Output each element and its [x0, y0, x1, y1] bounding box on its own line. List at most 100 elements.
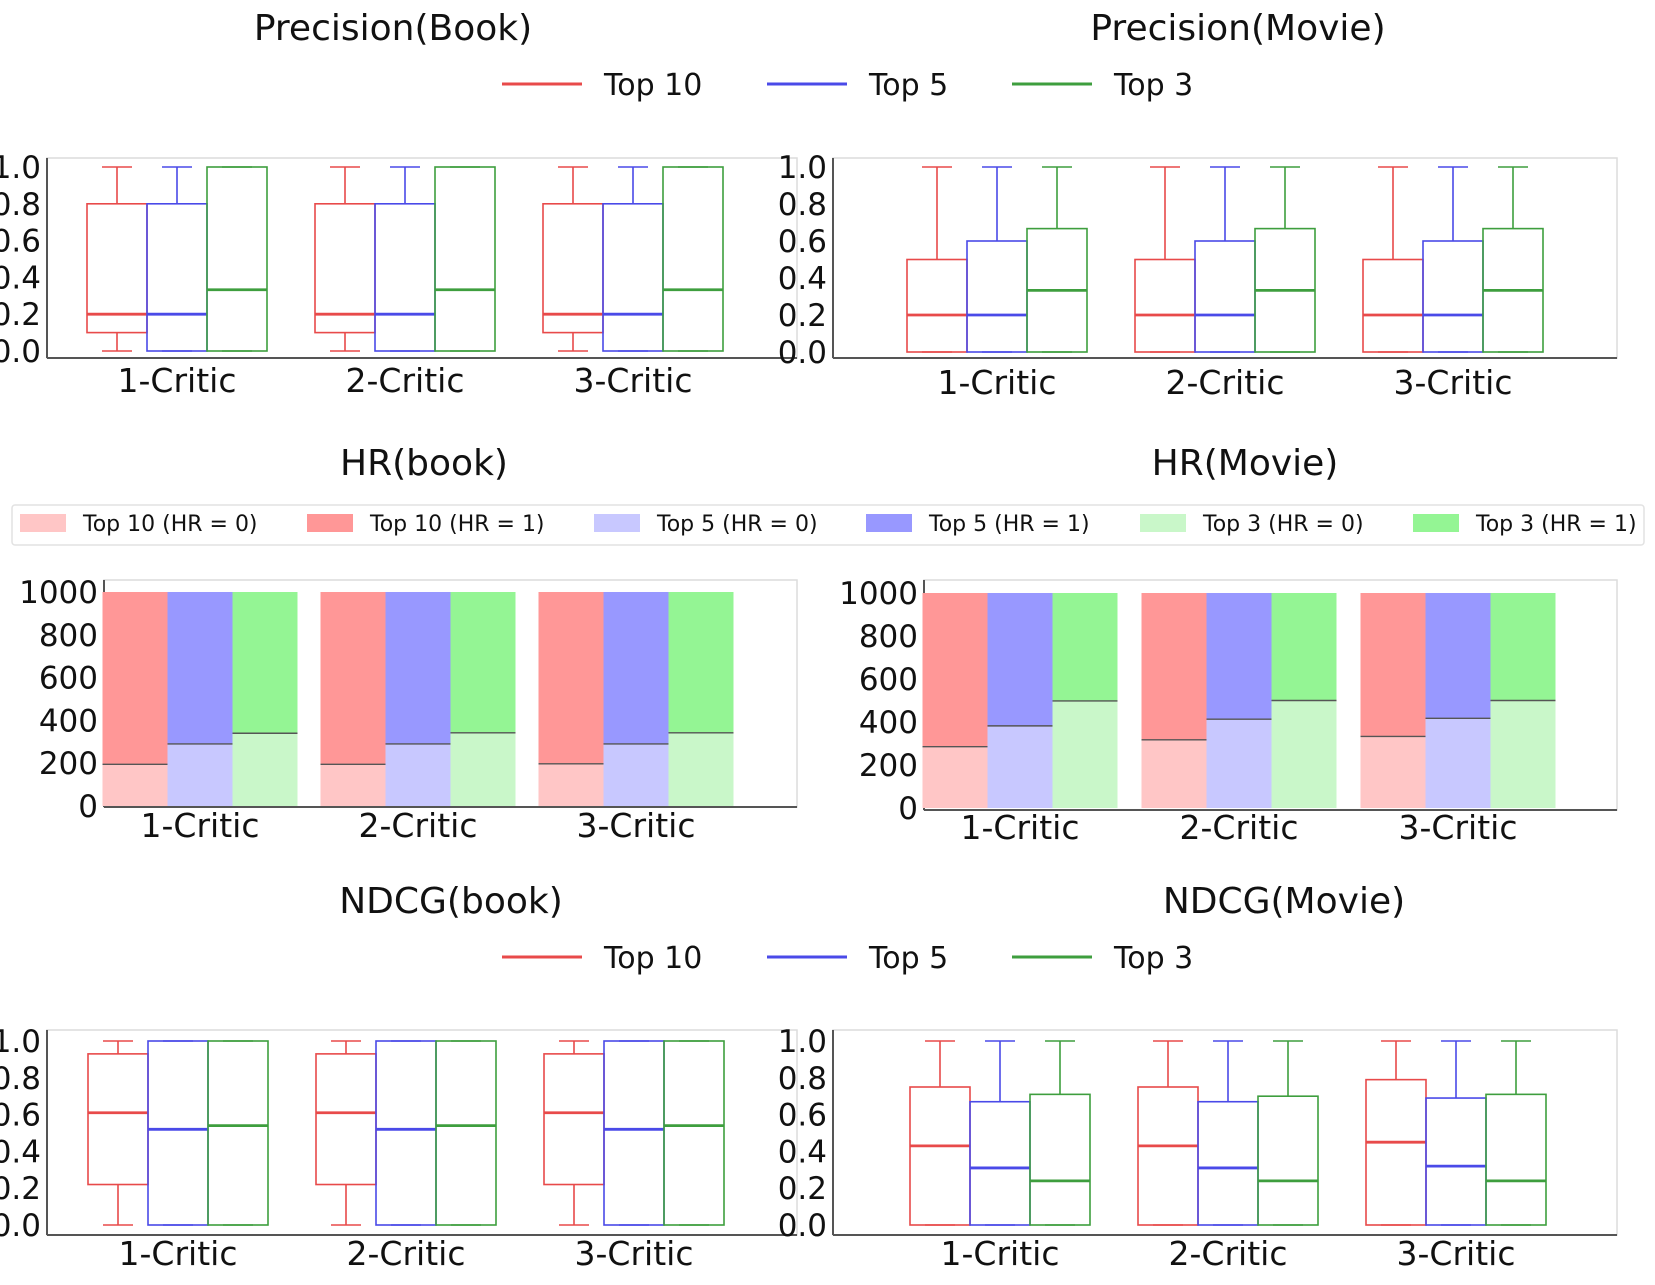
precision-movie-top10-box — [906, 166, 968, 353]
ndcg-movie-ytick-label: 1.0 — [778, 1024, 827, 1060]
ndcg-book-top5-box — [603, 1040, 665, 1226]
hr-movie-category-label: 3-Critic — [1399, 808, 1518, 847]
hr-book-top3-bar-hr0 — [450, 732, 516, 806]
legend-hr-label-top10-hr1: Top 10 (HR = 1) — [369, 512, 545, 537]
ndcg-movie-category-label: 2-Critic — [1169, 1234, 1288, 1273]
precision-movie-category-label: 2-Critic — [1166, 363, 1285, 402]
hr-movie-top10-bar-hr0 — [1141, 739, 1207, 808]
hr-book-top10-bar-hr1 — [102, 592, 168, 765]
ndcg-movie-top5-box-iqr — [1425, 1097, 1487, 1226]
legend-hr: Top 10 (HR = 0) Top 10 (HR = 1) Top 5 (H… — [11, 504, 1645, 546]
hr-book-top10-bar-hr1 — [320, 592, 386, 765]
ndcg-movie-top10-box-iqr — [909, 1086, 971, 1226]
ndcg-movie-top5-box — [1197, 1040, 1259, 1226]
precision-book-ytick-label: 0.2 — [0, 297, 41, 333]
ndcg-book-ytick-label: 0.0 — [0, 1208, 41, 1244]
ndcg-book-category-label: 3-Critic — [575, 1234, 694, 1273]
precision-movie-top3-box — [1254, 166, 1316, 353]
hr-movie-top5-bar-hr0 — [987, 725, 1053, 808]
hr-book-category-label: 1-Critic — [141, 806, 260, 845]
precision-movie-top10-box-iqr — [906, 258, 968, 353]
precision-movie-top3-box — [1026, 166, 1088, 353]
legend-hr-label-top3-hr0: Top 3 (HR = 0) — [1202, 512, 1364, 537]
precision-movie-top10-box — [1362, 166, 1424, 353]
legend-hr-label-top5-hr0: Top 5 (HR = 0) — [656, 512, 818, 537]
hr-book-ytick-label: 800 — [39, 618, 98, 654]
legend-bottom-label-top5: Top 5 — [868, 941, 948, 976]
hr-book-ytick-label: 400 — [39, 703, 98, 739]
hr-movie-ytick-label: 200 — [859, 748, 918, 784]
ndcg-book-top5-box-iqr — [147, 1040, 209, 1226]
hr-book-top10-bar-hr0 — [102, 764, 168, 806]
precision-book-category-label: 3-Critic — [574, 361, 693, 400]
precision-book-frame — [46, 157, 798, 359]
ndcg-movie-top5-box-iqr — [1197, 1100, 1259, 1226]
hr-book-top5-bar-hr0 — [385, 743, 451, 806]
legend-hr-swatch-top3-hr0 — [1140, 514, 1186, 532]
ndcg-movie-ytick-label: 0.0 — [778, 1208, 827, 1244]
hr-movie-top5-bar-hr1 — [1425, 593, 1491, 719]
ndcg-book-top10-box — [543, 1040, 605, 1226]
hr-book-ytick-label: 200 — [39, 746, 98, 782]
legend-hr-swatch-top10-hr0 — [20, 514, 66, 532]
ndcg-movie-ytick-label: 0.4 — [778, 1134, 827, 1170]
legend-bottom-label-top3: Top 3 — [1113, 941, 1193, 976]
ndcg-book-top10-box-iqr — [315, 1053, 377, 1186]
precision-movie-top5-box — [966, 166, 1028, 353]
precision-movie-category-label: 3-Critic — [1394, 363, 1513, 402]
legend-bottom-label-top10: Top 10 — [603, 941, 702, 976]
panel-precision-movie: Precision(Movie) 0.00.20.40.60.81.0 1-Crit… — [778, 8, 1618, 402]
hr-book-top5-bar-hr1 — [385, 592, 451, 744]
hr-book-ytick-label: 600 — [39, 661, 98, 697]
precision-book-top3-box — [434, 166, 496, 352]
ndcg-book-top10-box — [87, 1040, 149, 1226]
precision-movie-ytick-label: 0.2 — [778, 298, 827, 334]
precision-book-top3-box-iqr — [434, 166, 496, 352]
hr-movie-ytick-label: 400 — [859, 705, 918, 741]
hr-movie-title: HR(Movie) — [1152, 443, 1339, 484]
precision-movie-ytick-label: 0.0 — [778, 335, 827, 371]
legend-top-label-top10: Top 10 — [603, 68, 702, 103]
hr-movie-top10-bar-hr1 — [1360, 593, 1426, 737]
hr-book-category-label: 2-Critic — [359, 806, 478, 845]
ndcg-movie-top3-box — [1257, 1040, 1319, 1226]
hr-movie-top3-bar-hr0 — [1490, 700, 1556, 808]
hr-book-top3-bar-hr0 — [668, 732, 734, 806]
ndcg-movie-ytick-label: 0.6 — [778, 1098, 827, 1134]
hr-movie-top5-bar-hr0 — [1206, 719, 1272, 808]
legend-bottom: Top 10 Top 5 Top 3 — [502, 941, 1193, 976]
hr-movie-top3-bar-hr1 — [1490, 593, 1556, 701]
hr-movie-top10-bar-hr0 — [922, 746, 988, 808]
ndcg-movie-top10-box — [1365, 1040, 1427, 1226]
ndcg-movie-top5-box-iqr — [969, 1100, 1031, 1226]
precision-book-title: Precision(Book) — [254, 8, 532, 49]
hr-book-title: HR(book) — [340, 443, 508, 484]
ndcg-book-ytick-label: 0.2 — [0, 1171, 41, 1207]
hr-book-top5-bar-hr0 — [603, 743, 669, 806]
ndcg-movie-top10-box — [1137, 1040, 1199, 1226]
precision-book-top5-box — [602, 166, 664, 352]
ndcg-movie-top5-box — [1425, 1040, 1487, 1226]
ndcg-book-ytick-label: 1.0 — [0, 1024, 41, 1060]
ndcg-movie-title: NDCG(Movie) — [1163, 881, 1405, 922]
ndcg-movie-ytick-label: 0.2 — [778, 1171, 827, 1207]
precision-book-top3-box — [662, 166, 724, 352]
hr-movie-top3-bar-hr0 — [1052, 700, 1118, 808]
precision-movie-top5-box-iqr — [966, 240, 1028, 353]
ndcg-book-ytick-label: 0.8 — [0, 1061, 41, 1097]
hr-movie-top3-bar-hr0 — [1271, 700, 1337, 808]
hr-book-top3-bar-hr1 — [668, 592, 734, 733]
hr-movie-top3-bar-hr1 — [1052, 593, 1118, 701]
hr-movie-ytick-label: 800 — [859, 619, 918, 655]
hr-movie-top3-bar-hr1 — [1271, 593, 1337, 701]
panel-precision-book: Precision(Book) 0.00.20.40.60.81.0 1-Criti… — [0, 8, 798, 400]
hr-book-top10-bar-hr0 — [538, 763, 604, 806]
precision-movie-top5-box-iqr — [1422, 240, 1484, 353]
legend-top-label-top3: Top 3 — [1113, 68, 1193, 103]
precision-movie-title: Precision(Movie) — [1090, 8, 1385, 49]
ndcg-movie-top3-box-iqr — [1485, 1093, 1547, 1226]
ndcg-book-top10-box — [315, 1040, 377, 1226]
precision-book-top3-box — [206, 166, 268, 352]
precision-movie-top5-box-iqr — [1194, 240, 1256, 353]
